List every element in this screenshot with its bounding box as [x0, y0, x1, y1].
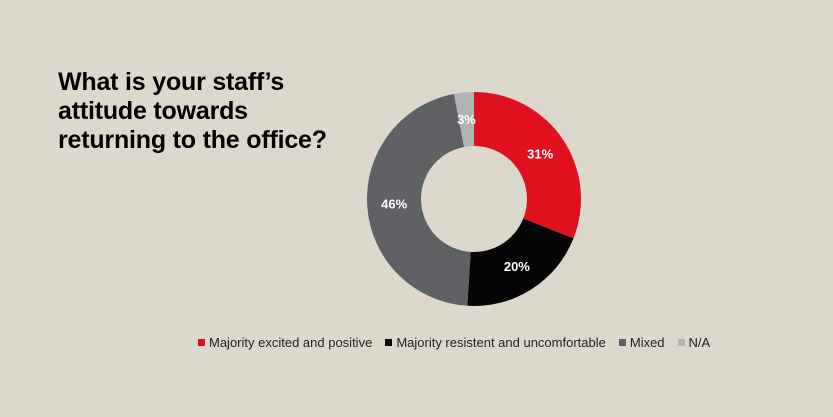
donut-slices: [367, 91, 581, 306]
donut-slice-labels: 31% 20% 46% 3%: [381, 112, 553, 274]
legend-item-resistent: Majority resistent and uncomfortable: [385, 335, 606, 350]
slice-label-na: 3%: [457, 112, 476, 127]
chart-title-line-3: returning to the office?: [58, 126, 327, 154]
donut-slice-na: [453, 92, 474, 147]
legend-label-resistent: Majority resistent and uncomfortable: [396, 335, 606, 350]
chart-title-line-2: attitude towards: [58, 97, 248, 125]
legend-item-na: N/A: [677, 335, 711, 350]
legend-item-mixed: Mixed: [618, 335, 665, 350]
donut-slice-mixed: [367, 93, 471, 306]
legend-label-na: N/A: [688, 335, 711, 350]
legend-label-excited: Majority excited and positive: [209, 335, 373, 350]
donut-slice-resistent: [467, 218, 574, 306]
legend-swatch-mixed: [618, 339, 626, 346]
chart-title: What is your staff’s attitude towards re…: [58, 68, 378, 155]
slice-label-mixed: 46%: [381, 197, 407, 212]
legend-swatch-resistent: [385, 339, 393, 346]
legend-swatch-na: [677, 339, 685, 346]
donut-slice-excited: [474, 91, 581, 239]
chart-legend: Majority excited and positive Majority r…: [198, 335, 723, 350]
slice-label-resistent: 20%: [504, 259, 530, 274]
slice-label-excited: 31%: [527, 147, 553, 162]
legend-label-mixed: Mixed: [629, 335, 665, 350]
legend-swatch-excited: [198, 339, 205, 346]
legend-item-excited: Majority excited and positive: [198, 335, 372, 350]
chart-title-line-1: What is your staff’s: [58, 68, 285, 96]
